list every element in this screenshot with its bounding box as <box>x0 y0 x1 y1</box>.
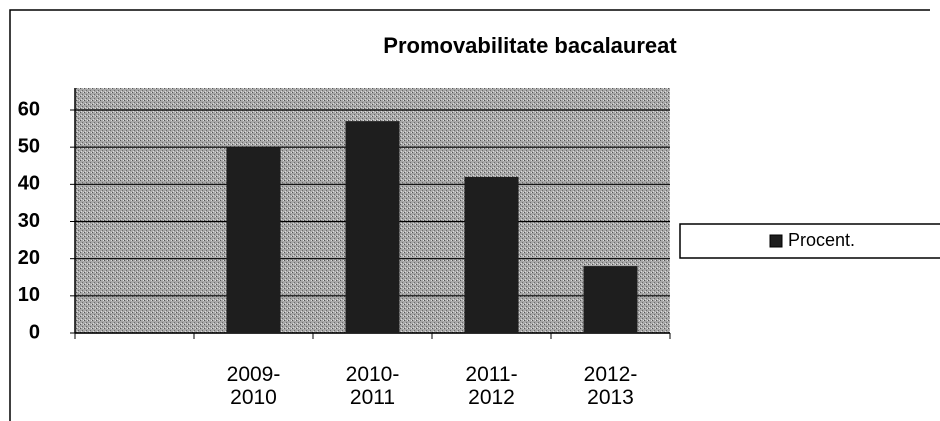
y-tick-label: 60 <box>18 98 40 120</box>
y-tick-label: 50 <box>18 135 40 157</box>
bar <box>583 266 638 333</box>
chart-title: Promovabilitate bacalaureat <box>383 33 677 58</box>
legend-box <box>679 223 940 259</box>
y-tick-label: 30 <box>18 210 40 232</box>
y-tick-label: 40 <box>18 173 40 195</box>
x-tick-label: 2012-2013 <box>583 363 638 409</box>
x-tick-label: 2011-2012 <box>465 363 518 409</box>
chart-frame <box>9 9 930 421</box>
y-tick-label: 0 <box>29 321 40 343</box>
x-tick-label: 2009-2010 <box>226 363 281 409</box>
legend-swatch <box>769 234 783 248</box>
bar <box>464 176 519 333</box>
legend-label: Procent. <box>788 230 855 250</box>
bar <box>226 147 281 333</box>
y-tick-label: 20 <box>18 247 40 269</box>
bar <box>345 121 400 334</box>
x-tick-label: 2010-2011 <box>345 363 400 409</box>
y-tick-label: 10 <box>18 284 40 306</box>
